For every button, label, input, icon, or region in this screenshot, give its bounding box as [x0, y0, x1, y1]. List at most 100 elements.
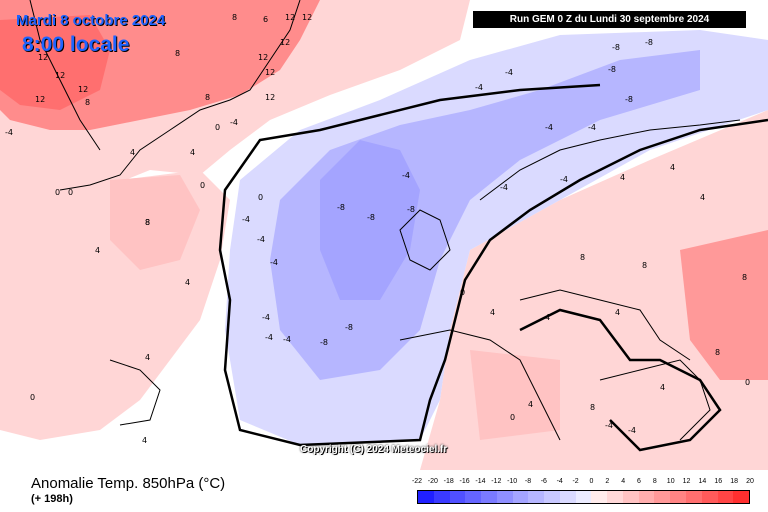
contour-label: -8 — [608, 65, 616, 74]
color-scale-swatch — [575, 491, 592, 503]
color-scale-value: 10 — [666, 478, 675, 485]
color-scale-value: -14 — [475, 478, 486, 485]
contour-label: 12 — [78, 85, 88, 94]
contour-label: 0 — [510, 413, 515, 422]
color-scale-swatch — [433, 491, 450, 503]
contour-label: 4 — [670, 163, 675, 172]
contour-label: -4 — [5, 128, 13, 137]
east-europe-warm-core — [680, 230, 768, 380]
color-scale-swatch — [733, 491, 750, 503]
color-scale-value: 20 — [746, 478, 754, 485]
atlantic-warm-core — [110, 175, 200, 270]
contour-label: -8 — [367, 213, 375, 222]
contour-label: 8 — [590, 403, 595, 412]
color-scale-swatch — [512, 491, 529, 503]
color-scale-swatch — [496, 491, 513, 503]
color-scale-value: 16 — [714, 478, 723, 485]
contour-label: 12 — [302, 13, 312, 22]
color-scale-value: -6 — [540, 478, 547, 485]
contour-label: 0 — [200, 181, 205, 190]
contour-label: 4 — [660, 383, 665, 392]
contour-label: 12 — [265, 93, 275, 102]
color-scale-swatch — [449, 491, 466, 503]
contour-label: 8 — [85, 98, 90, 107]
contour-label: 0 — [745, 378, 750, 387]
contour-label: 12 — [285, 13, 295, 22]
contour-label: 8 — [145, 218, 150, 227]
color-scale-value: -12 — [491, 478, 502, 485]
color-scale-swatch — [465, 491, 482, 503]
color-scale-swatch — [638, 491, 655, 503]
contour-label: 4 — [142, 436, 147, 445]
contour-label: 4 — [95, 246, 100, 255]
color-scale-value: -4 — [556, 478, 563, 485]
contour-label: 4 — [528, 400, 533, 409]
color-scale-value: 4 — [621, 478, 626, 485]
color-scale-swatch — [528, 491, 545, 503]
contour-label: -8 — [345, 323, 353, 332]
color-scale-value: -22 — [411, 478, 423, 485]
color-scale-swatch — [622, 491, 639, 503]
color-scale-value: 18 — [730, 478, 739, 485]
color-scale-bar — [417, 490, 750, 504]
contour-label: 0 — [215, 123, 220, 132]
contour-label: 4 — [145, 353, 150, 362]
legend-title: Anomalie Temp. 850hPa (°C) — [31, 475, 226, 492]
contour-label: 8 — [175, 49, 180, 58]
temperature-anomaly-map: 12 12 12 12 12 12 12 8 8 6 8 12 12 8 12 … — [0, 0, 768, 470]
color-scale-value: 14 — [698, 478, 707, 485]
color-scale-value: -18 — [443, 478, 454, 485]
contour-label: 4 — [130, 148, 135, 157]
contour-label: 8 — [715, 348, 720, 357]
contour-label: 6 — [263, 15, 268, 24]
contour-label: -8 — [625, 95, 633, 104]
contour-label: 8 — [232, 13, 237, 22]
color-scale-swatch — [670, 491, 687, 503]
forecast-date: Mardi 8 octobre 2024 — [16, 12, 166, 29]
color-scale-swatch — [607, 491, 623, 503]
color-scale-swatch — [701, 491, 718, 503]
contour-label: 12 — [280, 38, 290, 47]
contour-label: -4 — [257, 235, 265, 244]
color-scale-swatch — [559, 491, 576, 503]
contour-label: 8 — [742, 273, 747, 282]
contour-label: 12 — [258, 53, 268, 62]
color-scale-value: -2 — [572, 478, 579, 485]
contour-label: 4 — [615, 308, 620, 317]
contour-label: -4 — [242, 215, 250, 224]
contour-label: 4 — [700, 193, 705, 202]
color-scale-swatch — [686, 491, 702, 503]
contour-label: -4 — [588, 123, 596, 132]
contour-label: 0 — [55, 188, 60, 197]
contour-label: -4 — [500, 183, 508, 192]
contour-label: 8 — [642, 261, 647, 270]
color-scale-value: -20 — [427, 478, 438, 485]
contour-label: 12 — [35, 95, 45, 104]
contour-label: -4 — [628, 426, 636, 435]
color-scale-swatch — [717, 491, 734, 503]
color-scale-swatch — [481, 491, 497, 503]
contour-label: -8 — [337, 203, 345, 212]
legend-subtitle: (+ 198h) — [31, 493, 73, 505]
greenland-core-warm-area — [0, 15, 110, 110]
contour-label: -4 — [402, 171, 410, 180]
domain-boundary-line — [218, 83, 768, 447]
contour-label: 4 — [185, 278, 190, 287]
color-scale-value: -16 — [459, 478, 470, 485]
contour-label: 8 — [580, 253, 585, 262]
color-scale-swatch — [654, 491, 671, 503]
color-scale-value: 6 — [637, 478, 641, 485]
color-scale-swatch — [544, 491, 560, 503]
coastline-lines — [29, 0, 741, 441]
contour-label: -8 — [320, 338, 328, 347]
contour-label: 0 — [68, 188, 73, 197]
contour-label: 4 — [490, 308, 495, 317]
contour-label: -4 — [545, 123, 553, 132]
contour-label: 0 — [30, 393, 35, 402]
core-cold-area — [320, 140, 420, 300]
contour-label: -4 — [262, 313, 270, 322]
contour-label: -4 — [560, 175, 568, 184]
color-scale-value: 8 — [652, 478, 657, 485]
contour-labels: 12 12 12 12 12 12 12 8 8 6 8 12 12 8 12 … — [5, 13, 750, 445]
iberia-warm-area — [470, 350, 560, 440]
